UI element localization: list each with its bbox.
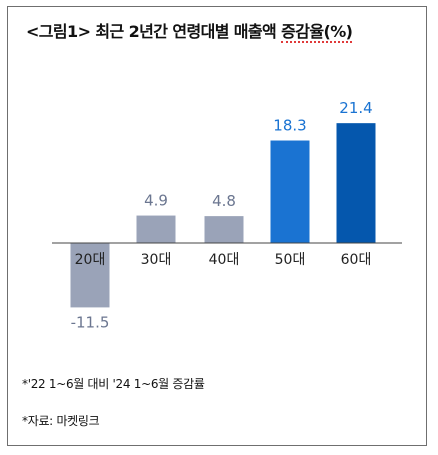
value-label: 21.4: [339, 99, 372, 117]
value-label: 4.8: [212, 192, 236, 210]
category-labels-group: 20대 30대 40대 50대 60대: [75, 252, 372, 268]
category-label: 20대: [75, 252, 106, 268]
chart-title: <그림1> 최근 2년간 연령대별 매출액 증감율(%): [26, 18, 353, 43]
period-note: *'22 1~6월 대비 '24 1~6월 증감률: [22, 377, 205, 391]
bars-group: [70, 123, 376, 308]
category-label: 30대: [141, 252, 172, 268]
value-label: -11.5: [71, 313, 110, 331]
source-note: *자료: 마켓링크: [22, 414, 100, 428]
bar-40대: [204, 216, 244, 243]
figure-number: <그림1>: [26, 22, 91, 41]
bar-50대: [270, 140, 310, 243]
bar-30대: [136, 215, 176, 243]
category-label: 50대: [275, 252, 306, 268]
value-label: 18.3: [273, 117, 306, 135]
bar-20대: [70, 243, 110, 308]
title-text: 최근 2년간 연령대별 매출액: [95, 22, 282, 41]
category-label: 40대: [209, 252, 240, 268]
value-label: 4.9: [144, 192, 168, 210]
value-labels-group: -11.5 4.9 4.8 18.3 21.4: [71, 99, 373, 331]
bar-60대: [336, 123, 376, 243]
title-unit: 증감율(%): [281, 22, 353, 43]
category-label: 60대: [341, 252, 372, 268]
